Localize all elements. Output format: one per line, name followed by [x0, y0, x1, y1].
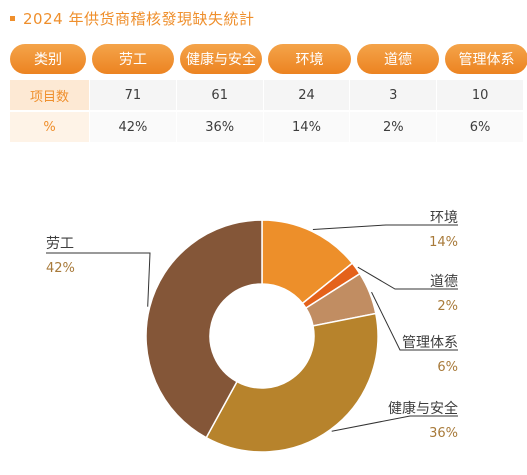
row-label: %	[10, 112, 90, 142]
slice-label: 环境	[430, 210, 458, 226]
page-title-text: 2024 年供货商稽核發現缺失統計	[23, 9, 255, 28]
slice-label: 健康与安全	[388, 400, 458, 417]
header-health-safety: 健康与安全	[180, 44, 262, 74]
header-ethics: 道德	[357, 44, 439, 74]
table-cell: 3	[350, 80, 438, 110]
table-cell: 36%	[176, 112, 264, 142]
table-body: 项目数 71 61 24 3 10 % 42% 36% 14% 2% 6%	[10, 80, 524, 142]
table-row-count: 项目数 71 61 24 3 10	[10, 80, 524, 110]
slice-labels: 环境 14% 道德 2% 管理体系 6% 健康与安全 36% 劳工 42%	[46, 210, 458, 441]
table-cell: 61	[176, 80, 264, 110]
leader-line	[371, 291, 458, 351]
table-cell: 42%	[90, 112, 177, 142]
slice-percent: 2%	[437, 299, 458, 314]
leader-line	[357, 266, 458, 290]
slice-percent: 14%	[429, 235, 458, 250]
findings-table: 类别 劳工 健康与安全 环境 道德 管理体系 项目数 71 61 24 3 10…	[10, 44, 527, 142]
slice-percent: 36%	[429, 426, 458, 441]
header-environment: 环境	[268, 44, 351, 74]
header-management-system: 管理体系	[445, 44, 527, 74]
table-cell: 6%	[437, 112, 524, 142]
leader-line	[46, 252, 151, 307]
header-category: 类别	[10, 44, 86, 74]
title-bullet	[10, 15, 15, 21]
slice-label: 管理体系	[402, 335, 458, 351]
leader-line	[312, 224, 458, 231]
donut-slice	[205, 312, 379, 453]
slice-percent: 6%	[437, 360, 458, 375]
table-cell: 2%	[350, 112, 438, 142]
slice-label: 劳工	[46, 236, 74, 252]
table-cell: 71	[90, 80, 177, 110]
slice-label: 道德	[430, 274, 458, 290]
table-row-percent: % 42% 36% 14% 2% 6%	[10, 112, 524, 142]
donut-chart: 环境 14% 道德 2% 管理体系 6% 健康与安全 36% 劳工 42%	[46, 210, 458, 453]
leader-line	[331, 415, 458, 432]
table-header-row: 类别 劳工 健康与安全 环境 道德 管理体系	[10, 44, 527, 74]
donut-slice	[145, 219, 263, 439]
donut-slices	[145, 219, 379, 453]
header-labor: 劳工	[92, 44, 174, 74]
table-cell: 14%	[263, 112, 351, 142]
table-cell: 10	[437, 80, 524, 110]
table-cell: 24	[263, 80, 351, 110]
row-label: 项目数	[10, 80, 90, 110]
leader-lines	[46, 224, 458, 432]
page-title: 2024 年供货商稽核發現缺失統計	[10, 6, 254, 30]
slice-percent: 42%	[46, 261, 75, 276]
